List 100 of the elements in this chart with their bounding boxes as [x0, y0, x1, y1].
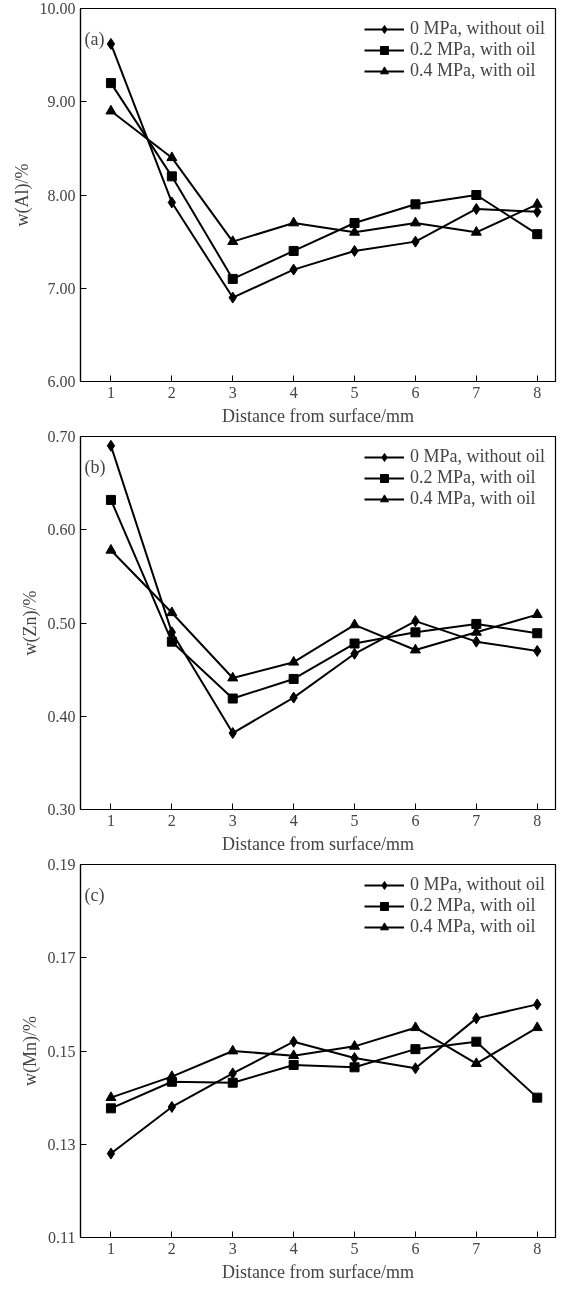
x-tick-label: 6	[411, 383, 420, 401]
legend-label: 0 MPa, without oil	[409, 18, 545, 39]
x-axis-title: Distance from surface/mm	[222, 1261, 414, 1282]
y-axis-title: w(Al)/%	[11, 163, 33, 227]
point	[167, 1100, 177, 1113]
x-tick-label: 7	[472, 1239, 481, 1257]
legend-label: 0.4 MPa, with oil	[409, 488, 536, 509]
point	[105, 78, 116, 89]
x-tick-label: 5	[350, 1239, 359, 1257]
y-tick-label: 0.70	[47, 428, 76, 445]
legend-label: 0.4 MPa, with oil	[409, 60, 536, 81]
x-tick-label: 8	[533, 383, 542, 401]
point	[288, 216, 300, 227]
y-tick-label: 0.40	[47, 707, 76, 725]
point	[106, 1147, 116, 1160]
point	[410, 627, 421, 638]
point	[166, 606, 178, 617]
y-tick-label: 0.11	[48, 1229, 76, 1246]
point	[288, 1059, 299, 1070]
point	[166, 1070, 178, 1081]
point	[166, 151, 178, 162]
x-tick-label: 5	[350, 811, 359, 829]
x-tick-label: 6	[411, 1239, 420, 1257]
point	[349, 1062, 360, 1073]
point	[166, 171, 177, 182]
point	[288, 1049, 300, 1060]
annotation: (c)	[84, 884, 105, 906]
x-tick-label: 8	[533, 1239, 542, 1257]
x-tick-label: 1	[106, 1239, 115, 1257]
point	[531, 1021, 543, 1032]
point	[227, 1044, 239, 1055]
y-tick-label: 0.15	[47, 1042, 76, 1060]
point	[227, 671, 239, 682]
point	[288, 673, 299, 684]
point	[532, 229, 543, 240]
y-tick-label: 7.00	[47, 279, 76, 297]
y-axis-title: w(Mn)/%	[19, 1015, 41, 1086]
x-tick-label: 3	[228, 383, 237, 401]
point	[105, 1103, 116, 1114]
point	[227, 235, 239, 246]
point	[471, 190, 482, 200]
y-tick-label: 8.00	[47, 186, 76, 204]
point	[288, 245, 299, 256]
legend-label: 0 MPa, without oil	[409, 874, 545, 895]
point	[105, 494, 116, 505]
point	[227, 1077, 238, 1088]
point	[410, 1044, 421, 1055]
legend-label: 0.2 MPa, with oil	[409, 467, 536, 488]
point	[349, 217, 360, 228]
point	[167, 626, 177, 639]
legend-label: 0.4 MPa, with oil	[409, 916, 536, 937]
y-tick-label: 0.50	[47, 614, 76, 632]
y-tick-label: 0.17	[47, 949, 76, 967]
point	[105, 104, 117, 115]
point	[409, 1021, 421, 1032]
point	[410, 199, 421, 210]
point	[227, 693, 238, 704]
point	[105, 1091, 117, 1102]
point	[106, 439, 116, 452]
y-tick-label: 9.00	[47, 93, 76, 111]
legend-label: 0.2 MPa, with oil	[409, 895, 536, 916]
point	[531, 608, 543, 618]
point	[409, 216, 421, 227]
point	[227, 273, 238, 284]
x-tick-label: 2	[167, 811, 176, 829]
x-tick-label: 1	[106, 811, 115, 829]
x-tick-label: 3	[228, 1239, 237, 1257]
x-axis-title: Distance from surface/mm	[222, 405, 414, 426]
x-tick-label: 4	[289, 383, 298, 401]
x-tick-label: 2	[167, 1239, 176, 1257]
x-tick-label: 6	[411, 811, 420, 829]
x-tick-label: 3	[228, 811, 237, 829]
point	[532, 1092, 543, 1103]
point	[105, 543, 117, 554]
point	[167, 196, 177, 209]
point	[470, 226, 482, 236]
x-tick-label: 5	[350, 383, 359, 401]
y-tick-label: 0.13	[47, 1135, 76, 1153]
point	[106, 37, 116, 50]
point	[349, 1040, 361, 1050]
x-tick-label: 8	[533, 811, 542, 829]
point	[470, 1057, 482, 1067]
legend-label: 0.2 MPa, with oil	[409, 39, 536, 60]
point	[471, 618, 482, 629]
point	[409, 643, 421, 654]
point	[166, 636, 177, 647]
y-tick-label: 6.00	[47, 373, 76, 390]
x-tick-label: 2	[167, 383, 176, 401]
point	[288, 655, 300, 666]
annotation: (a)	[84, 28, 105, 50]
x-tick-label: 4	[289, 811, 298, 829]
x-tick-label: 4	[289, 1239, 298, 1257]
y-tick-label: 0.19	[47, 856, 76, 873]
y-tick-label: 0.60	[47, 521, 76, 539]
x-tick-label: 1	[106, 383, 115, 401]
x-tick-label: 7	[472, 383, 481, 401]
y-axis-title: w(Zn)/%	[19, 590, 41, 656]
point	[349, 638, 360, 649]
x-axis-title: Distance from surface/mm	[222, 833, 414, 854]
point	[471, 1036, 482, 1047]
